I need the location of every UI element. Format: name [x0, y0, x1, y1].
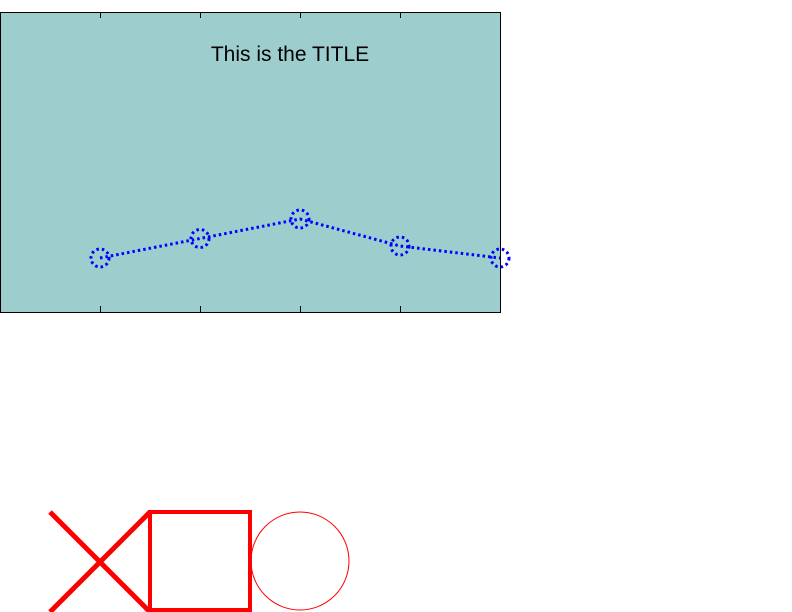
plot-area [0, 12, 501, 313]
line-chart: This is the TITLE [0, 12, 511, 313]
axis-ticks [100, 12, 401, 312]
data-point-marker [89, 247, 111, 269]
data-point-marker [189, 228, 211, 249]
chart-series [89, 208, 511, 269]
series-line-1 [99, 217, 501, 260]
data-point-marker [489, 247, 511, 269]
square-shape [148, 510, 252, 612]
shapes-group [48, 510, 350, 612]
circle-shape [250, 511, 350, 611]
data-point-marker [389, 235, 411, 257]
x-mark-shape [48, 510, 152, 612]
data-point-marker [289, 208, 311, 230]
chart-title: This is the TITLE [211, 43, 369, 66]
